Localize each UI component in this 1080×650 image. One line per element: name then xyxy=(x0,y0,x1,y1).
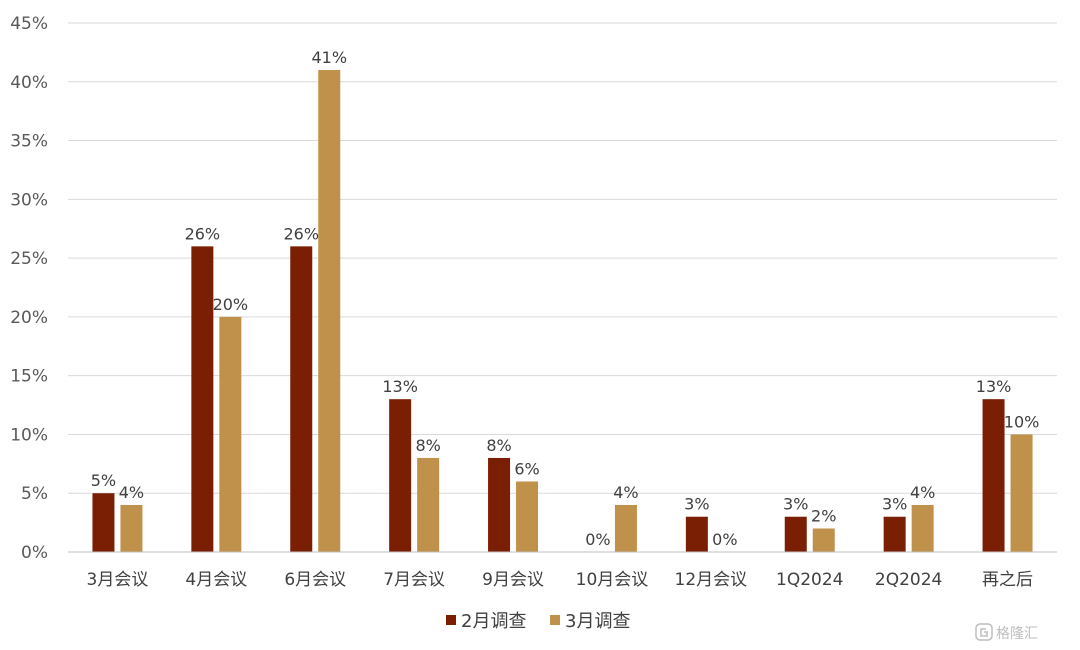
gridlines xyxy=(68,22,1057,494)
x-tick-label: 4月会议 xyxy=(185,570,247,590)
y-tick-label: 5% xyxy=(21,484,48,504)
bar xyxy=(417,457,440,552)
watermark: 格隆汇 xyxy=(975,623,1038,642)
legend-swatch xyxy=(446,615,456,625)
data-label: 10% xyxy=(1004,412,1040,431)
watermark-text: 格隆汇 xyxy=(996,626,1038,642)
y-tick-label: 25% xyxy=(10,249,48,269)
x-tick-label: 2Q2024 xyxy=(875,570,942,590)
x-tick-label: 7月会议 xyxy=(383,570,445,590)
legend-label: 3月调查 xyxy=(565,611,630,632)
y-tick-label: 35% xyxy=(10,132,48,152)
data-label: 41% xyxy=(311,48,347,67)
bar xyxy=(516,481,539,552)
x-tick-label: 再之后 xyxy=(982,570,1033,590)
data-label: 0% xyxy=(712,530,737,549)
data-label: 0% xyxy=(585,530,610,549)
bar xyxy=(318,70,341,553)
data-label: 4% xyxy=(119,483,144,502)
y-tick-label: 45% xyxy=(10,14,48,34)
data-label: 13% xyxy=(976,377,1012,396)
bar xyxy=(685,516,708,552)
bar xyxy=(614,504,637,552)
data-label: 5% xyxy=(91,471,116,490)
x-tick-label: 10月会议 xyxy=(576,570,649,590)
bars xyxy=(92,70,1033,553)
y-tick-label: 40% xyxy=(10,73,48,93)
data-label: 3% xyxy=(684,495,709,514)
bar xyxy=(389,399,412,552)
y-tick-label: 10% xyxy=(10,425,48,445)
data-label: 2% xyxy=(811,506,836,525)
gelonghui-logo-icon xyxy=(975,623,993,641)
bar xyxy=(812,528,835,552)
x-tick-label: 1Q2024 xyxy=(776,570,843,590)
data-labels: 5%4%26%20%26%41%13%8% 8%6%0%4%3%0%3%2%3%4… xyxy=(91,48,1040,549)
y-tick-label: 15% xyxy=(10,367,48,387)
bar xyxy=(92,493,115,552)
data-label: 3% xyxy=(783,495,808,514)
x-tick-label: 12月会议 xyxy=(675,570,748,590)
data-label: 8% xyxy=(415,436,440,455)
bar xyxy=(488,457,511,552)
x-tick-label: 3月会议 xyxy=(87,570,149,590)
y-tick-label: 30% xyxy=(10,190,48,210)
data-label: 3% xyxy=(882,495,907,514)
bar xyxy=(290,246,313,552)
bar xyxy=(1010,434,1033,552)
bar xyxy=(784,516,807,552)
x-tick-label: 9月会议 xyxy=(482,570,544,590)
y-tick-label: 0% xyxy=(21,543,48,563)
bar xyxy=(982,399,1005,552)
bar xyxy=(883,516,906,552)
data-label: 26% xyxy=(185,224,221,243)
y-axis-ticks: 0% 5% 10% 15% 20% 25% 30% 35% 40% 45% xyxy=(10,14,48,563)
bar xyxy=(191,246,214,552)
legend: 2月调查 3月调查 xyxy=(446,611,630,632)
bar xyxy=(120,504,143,552)
data-label: 4% xyxy=(613,483,638,502)
data-label: 6% xyxy=(514,459,539,478)
data-label: 26% xyxy=(283,224,319,243)
x-tick-label: 6月会议 xyxy=(284,570,346,590)
legend-swatch xyxy=(550,615,560,625)
bar xyxy=(219,316,242,552)
legend-label: 2月调查 xyxy=(461,611,526,632)
x-axis-ticks: 3月会议 4月会议 6月会议 7月会议 9月会议 10月会议 12月会议 1Q2024 2Q20… xyxy=(87,570,1034,590)
data-label: 8% xyxy=(486,436,511,455)
data-label: 13% xyxy=(382,377,418,396)
data-label: 20% xyxy=(213,295,249,314)
y-tick-label: 20% xyxy=(10,308,48,328)
bar xyxy=(911,504,934,552)
data-label: 4% xyxy=(910,483,935,502)
